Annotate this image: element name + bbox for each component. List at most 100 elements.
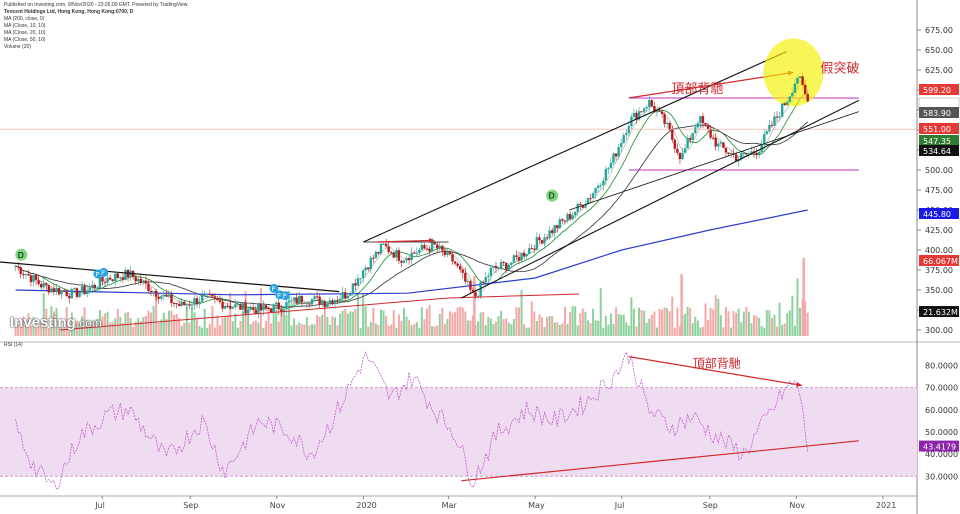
marker-p-circle xyxy=(280,291,290,301)
candle-body xyxy=(218,300,222,302)
volume-bar xyxy=(354,308,357,336)
volume-bar xyxy=(14,326,17,336)
volume-bar xyxy=(216,315,219,336)
candle-body xyxy=(27,274,30,276)
volume-bar xyxy=(27,313,30,336)
candle-body xyxy=(441,245,444,251)
volume-bar xyxy=(645,322,648,336)
candle-body xyxy=(668,123,671,131)
candle-body xyxy=(262,305,265,311)
volume-bar xyxy=(745,306,748,336)
legend-ma200: MA (200, close, 0) xyxy=(4,16,45,22)
candle-body xyxy=(619,143,623,148)
legend-ma10: MA (Close, 10, 10) xyxy=(4,23,46,29)
candle-body xyxy=(321,301,324,305)
candle-body xyxy=(103,281,107,283)
candle-body xyxy=(16,266,20,268)
volume-bar xyxy=(339,313,342,336)
volume-bar xyxy=(558,324,561,336)
price-tag: 445.80 xyxy=(923,210,951,219)
volume-bar xyxy=(742,311,745,336)
volume-bar xyxy=(252,321,255,336)
volume-bar xyxy=(275,310,278,336)
candle-body xyxy=(459,265,462,270)
candle-body xyxy=(114,273,117,281)
price-tick-label: 375.00 xyxy=(925,266,953,275)
candle-body xyxy=(402,260,406,263)
volume-spike xyxy=(473,276,476,336)
volume-bar xyxy=(806,312,809,336)
candle-body xyxy=(527,248,531,254)
candle-body xyxy=(70,288,74,299)
price-tag: 599.20 xyxy=(923,86,951,95)
price-tag: 66.067M xyxy=(923,257,958,266)
volume-bar xyxy=(321,314,324,336)
volume-bar xyxy=(507,322,510,336)
volume-bar xyxy=(280,311,283,336)
volume-bar xyxy=(758,317,761,336)
candle-body xyxy=(464,272,467,282)
candle-body xyxy=(704,123,707,125)
rsi-tick-label: 30.0000 xyxy=(925,472,958,481)
candle-body xyxy=(497,267,500,269)
candle-body xyxy=(714,137,717,147)
candle-body-top xyxy=(796,77,799,84)
volume-bar xyxy=(773,314,776,336)
volume-bar xyxy=(206,327,209,336)
candle-body xyxy=(29,275,33,283)
candle-body xyxy=(683,148,687,153)
volume-bar xyxy=(311,324,314,336)
volume-bar xyxy=(55,307,58,336)
candle-body xyxy=(538,237,541,241)
candle-body xyxy=(374,251,378,259)
candle-body xyxy=(576,203,579,212)
candle-body xyxy=(525,253,528,257)
candle-body xyxy=(436,244,439,249)
volume-bar xyxy=(778,302,781,336)
volume-bar xyxy=(144,315,147,336)
candle-body xyxy=(637,111,641,120)
candle-body xyxy=(216,298,219,301)
candle-body xyxy=(121,277,125,280)
candle-body xyxy=(356,278,360,286)
volume-bar xyxy=(45,308,48,336)
volume-bar xyxy=(418,327,421,336)
volume-bar xyxy=(732,311,735,336)
candle-body xyxy=(653,106,656,113)
rsi-line xyxy=(15,350,809,491)
candle-body xyxy=(165,294,168,297)
candle-body xyxy=(540,240,544,244)
channel-bottom xyxy=(461,99,860,299)
marker-p-label: P xyxy=(271,286,275,293)
price-tag: 583.90 xyxy=(923,109,951,118)
volume-bar xyxy=(328,324,331,336)
candle-body xyxy=(277,302,280,310)
volume-bar xyxy=(632,308,635,336)
volume-bar xyxy=(592,308,595,336)
volume-bar xyxy=(203,308,206,336)
volume-bar xyxy=(724,307,727,336)
volume-bar xyxy=(487,316,490,336)
candle-body xyxy=(22,274,25,276)
volume-bar xyxy=(704,303,707,336)
volume-bar xyxy=(604,316,607,336)
candle-body xyxy=(561,219,564,221)
candle-body xyxy=(724,147,728,153)
volume-bar xyxy=(512,318,515,336)
volume-bar xyxy=(668,311,671,336)
volume-bar xyxy=(303,324,306,336)
volume-bar xyxy=(37,325,40,336)
candle-body xyxy=(507,264,510,270)
volume-bar xyxy=(737,308,740,336)
volume-bar xyxy=(93,320,96,336)
marker-p-circle xyxy=(99,267,109,277)
candle-body xyxy=(39,284,43,288)
volume-bar xyxy=(423,319,426,336)
volume-bar xyxy=(528,327,531,336)
candle-body xyxy=(152,290,155,292)
volume-bar xyxy=(170,310,173,336)
volume-bar xyxy=(22,316,25,336)
volume-bar xyxy=(576,325,579,336)
candle-body xyxy=(85,290,89,295)
volume-bar xyxy=(247,308,250,336)
